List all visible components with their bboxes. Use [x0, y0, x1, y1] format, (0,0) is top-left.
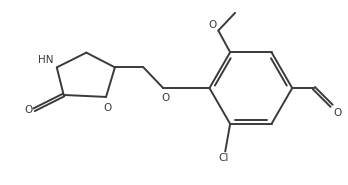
Text: O: O: [161, 93, 169, 103]
Text: O: O: [208, 20, 216, 30]
Text: O: O: [334, 108, 342, 118]
Text: O: O: [24, 105, 32, 115]
Text: O: O: [103, 103, 111, 113]
Text: HN: HN: [38, 56, 54, 65]
Text: Cl: Cl: [218, 153, 228, 163]
